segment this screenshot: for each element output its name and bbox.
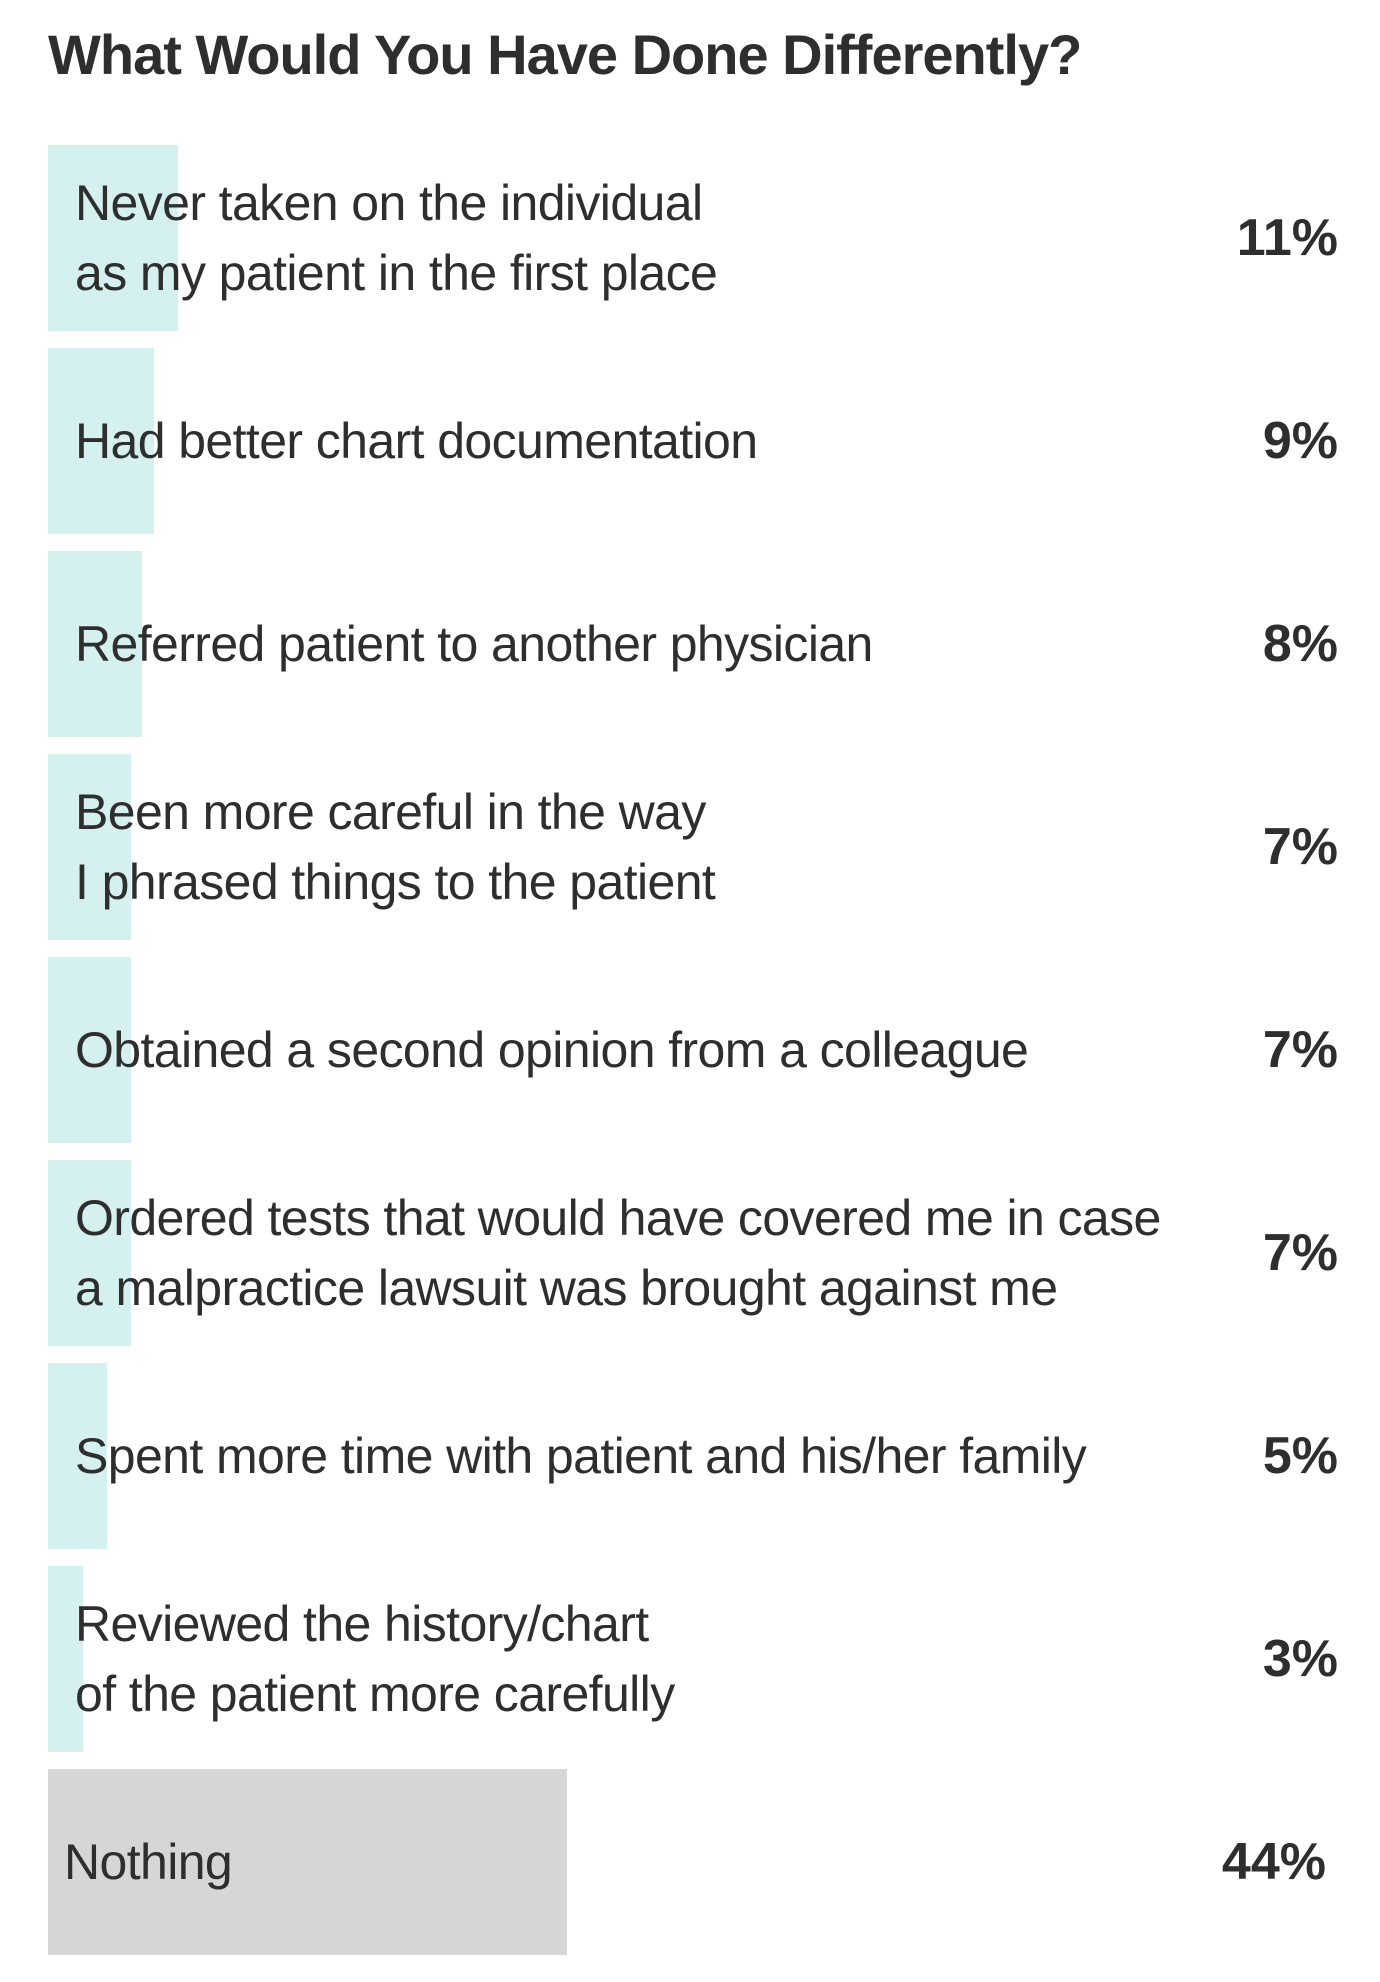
bar-row: Obtained a second opinion from a colleag… bbox=[48, 957, 1338, 1143]
value-label: 3% bbox=[1262, 1630, 1338, 1688]
chart-title: What Would You Have Done Differently? bbox=[48, 23, 1082, 86]
bar-row: Had better chart documentation 9% bbox=[48, 348, 1338, 534]
category-label: Nothing bbox=[64, 1834, 233, 1890]
category-label: Spent more time with patient and his/her… bbox=[75, 1428, 1087, 1484]
bar bbox=[48, 1566, 83, 1752]
bar bbox=[48, 551, 142, 737]
category-label: Been more careful in the way I phrased t… bbox=[75, 784, 716, 910]
bar-row: Spent more time with patient and his/her… bbox=[48, 1363, 1338, 1549]
value-label: 9% bbox=[1262, 412, 1338, 470]
bar bbox=[48, 957, 131, 1143]
category-label: Ordered tests that would have covered me… bbox=[75, 1190, 1161, 1316]
bar-row: Reviewed the history/chart of the patien… bbox=[48, 1566, 1338, 1752]
bar-row: Nothing 44% bbox=[48, 1769, 1338, 1955]
value-label: 7% bbox=[1262, 1224, 1338, 1282]
category-label: Reviewed the history/chart of the patien… bbox=[75, 1596, 675, 1722]
bar bbox=[48, 145, 178, 331]
value-label: 5% bbox=[1262, 1427, 1338, 1485]
bar bbox=[48, 348, 154, 534]
category-label: Never taken on the individual as my pati… bbox=[75, 175, 718, 301]
bar bbox=[48, 1363, 107, 1549]
bar-row: Been more careful in the way I phrased t… bbox=[48, 754, 1338, 940]
bar-row: Ordered tests that would have covered me… bbox=[48, 1160, 1338, 1346]
bar bbox=[48, 1160, 131, 1346]
bar bbox=[48, 1769, 567, 1955]
value-label: 7% bbox=[1262, 1021, 1338, 1079]
bar-row: Never taken on the individual as my pati… bbox=[48, 145, 1338, 331]
value-label: 44% bbox=[1221, 1833, 1326, 1891]
category-label: Had better chart documentation bbox=[75, 413, 758, 469]
bar bbox=[48, 754, 131, 940]
value-label: 8% bbox=[1262, 615, 1338, 673]
category-label: Referred patient to another physician bbox=[75, 616, 873, 672]
bar-row: Referred patient to another physician 8% bbox=[48, 551, 1338, 737]
category-label: Obtained a second opinion from a colleag… bbox=[75, 1022, 1029, 1078]
value-label: 11% bbox=[1236, 209, 1338, 267]
value-label: 7% bbox=[1262, 818, 1338, 876]
